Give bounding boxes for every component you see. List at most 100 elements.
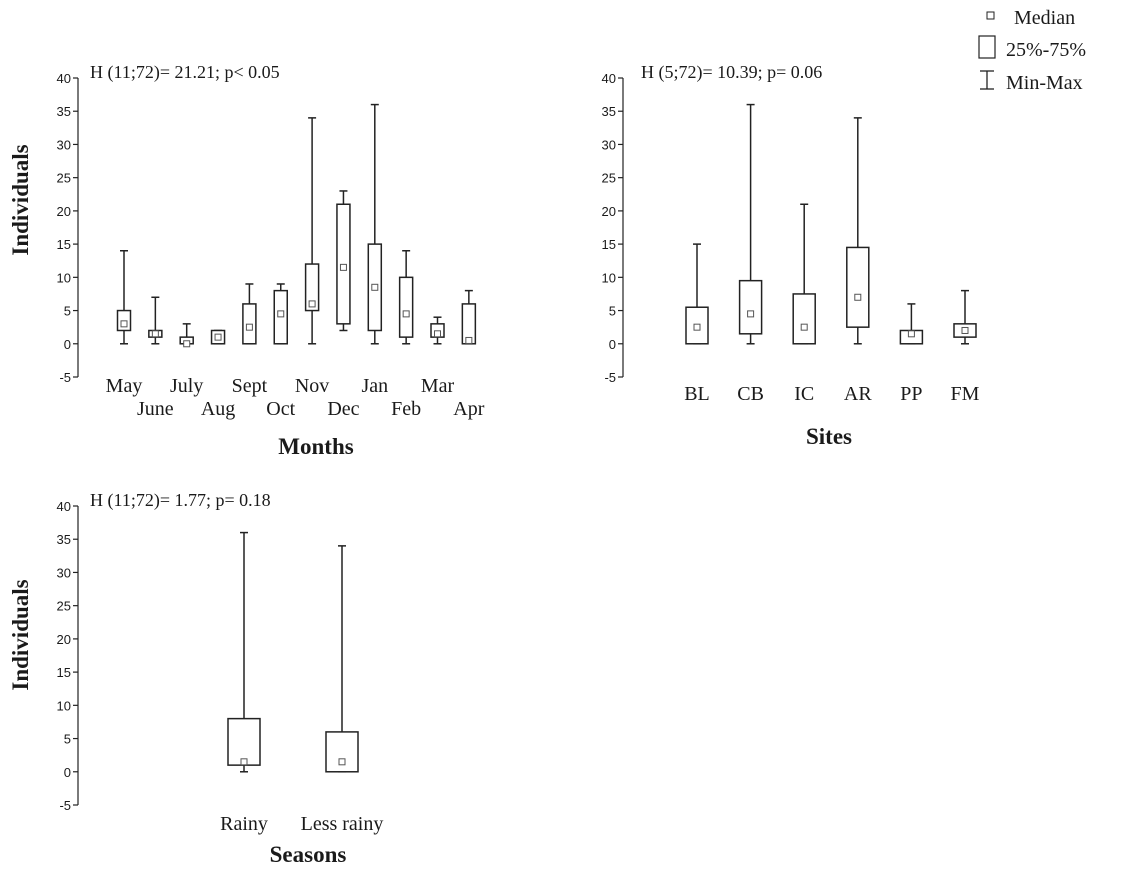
median-marker (961, 326, 969, 334)
box-legend-icon (978, 35, 996, 59)
category-label: CB (737, 383, 764, 405)
box-apr: Apr (453, 289, 485, 420)
box-fm: FM (951, 289, 980, 405)
category-label: Feb (391, 398, 421, 420)
x-axis-title: Sites (806, 424, 852, 449)
box-jan: Jan (361, 103, 388, 397)
y-tick-label: 5 (64, 304, 71, 319)
box-july: July (170, 323, 203, 397)
category-label: Oct (266, 398, 295, 420)
category-label: Aug (201, 398, 235, 420)
category-label: Rainy (220, 813, 268, 835)
box-dec: Dec (327, 190, 360, 420)
y-tick-label: 0 (64, 765, 71, 780)
median-marker (338, 758, 346, 766)
box-feb: Feb (391, 250, 421, 420)
category-label: PP (900, 383, 922, 405)
y-tick-label: 5 (64, 732, 71, 747)
category-label: Dec (327, 398, 359, 420)
category-label: AR (844, 383, 872, 405)
category-label: Sept (232, 375, 268, 397)
category-label: Apr (453, 398, 484, 420)
y-tick-label: -5 (604, 370, 616, 385)
y-tick-label: 35 (57, 104, 71, 119)
category-label: July (170, 375, 203, 397)
box-sept: Sept (232, 283, 268, 397)
boxplot-panel-1: -5 0 5 10 15 20 25 30 35 40 H (11;72)= 21.21; p< 0… (8, 62, 485, 459)
y-tick-label: 15 (57, 665, 71, 680)
legend-label-median: Median (1014, 7, 1075, 29)
y-tick-label: 25 (57, 171, 71, 186)
stat-annotation: H (11;72)= 1.77; p= 0.18 (90, 490, 271, 511)
median-marker (120, 320, 128, 328)
category-label: Jan (361, 375, 388, 397)
iqr-box (227, 717, 261, 766)
y-tick-label: 30 (57, 137, 71, 152)
median-marker (854, 293, 862, 301)
y-tick-label: 25 (602, 171, 616, 186)
iqr-box (846, 246, 870, 328)
box-bl: BL (684, 243, 710, 405)
y-tick-label: 10 (57, 270, 71, 285)
median-marker (465, 336, 473, 344)
median-marker (371, 283, 379, 291)
box-nov: Nov (295, 117, 329, 397)
median-marker (240, 758, 248, 766)
category-label: June (137, 398, 174, 420)
y-tick-label: -5 (59, 370, 71, 385)
y-tick-label: 30 (57, 565, 71, 580)
y-tick-label: 40 (57, 499, 71, 514)
iqr-box (792, 293, 816, 345)
y-tick-label: 25 (57, 599, 71, 614)
y-tick-label: 0 (64, 337, 71, 352)
median-marker (214, 333, 222, 341)
y-tick-label: 20 (57, 632, 71, 647)
iqr-box (304, 263, 320, 312)
y-tick-label: -5 (59, 798, 71, 813)
iqr-box (738, 279, 763, 335)
median-marker (693, 323, 701, 331)
category-label: BL (684, 383, 710, 405)
stat-annotation: H (11;72)= 21.21; p< 0.05 (90, 62, 280, 83)
y-tick-label: 20 (57, 204, 71, 219)
y-tick-label: 35 (602, 104, 616, 119)
category-label: May (106, 375, 143, 397)
median-marker (747, 310, 755, 318)
category-label: Nov (295, 375, 329, 397)
iqr-box (398, 276, 414, 338)
y-tick-label: 35 (57, 532, 71, 547)
median-marker (907, 330, 915, 338)
box-mar: Mar (421, 316, 455, 397)
median-marker (402, 310, 410, 318)
x-axis-title: Months (278, 434, 353, 459)
box-rainy: Rainy (220, 531, 268, 835)
category-label: FM (951, 383, 980, 405)
legend-label-minmax: Min-Max (1006, 72, 1083, 94)
y-tick-label: 15 (602, 237, 616, 252)
box-june: June (137, 296, 174, 420)
median-marker (308, 300, 316, 308)
y-tick-label: 5 (609, 304, 616, 319)
y-tick-label: 20 (602, 204, 616, 219)
box-ar: AR (844, 117, 872, 405)
stat-annotation: H (5;72)= 10.39; p= 0.06 (641, 62, 822, 83)
legend-label-iqr: 25%-75% (1006, 39, 1086, 61)
box-may: May (106, 250, 143, 397)
box-oct: Oct (266, 283, 296, 420)
boxplot-panel-2: -5 0 5 10 15 20 25 30 35 40 H (5;72)= 10.39; p= 0.… (602, 62, 980, 449)
median-marker (800, 323, 808, 331)
box-cb: CB (737, 103, 764, 405)
whisker-legend-icon (980, 70, 994, 90)
box-pp: PP (899, 303, 924, 405)
y-tick-label: 10 (57, 698, 71, 713)
category-label: Less rainy (301, 813, 384, 835)
category-label: Mar (421, 375, 455, 397)
box-ic: IC (792, 203, 816, 405)
median-marker (151, 330, 159, 338)
box-less-rainy: Less rainy (301, 545, 384, 835)
y-axis-title: Individuals (8, 144, 33, 255)
y-axis-title: Individuals (8, 579, 33, 690)
median-marker (339, 263, 347, 271)
